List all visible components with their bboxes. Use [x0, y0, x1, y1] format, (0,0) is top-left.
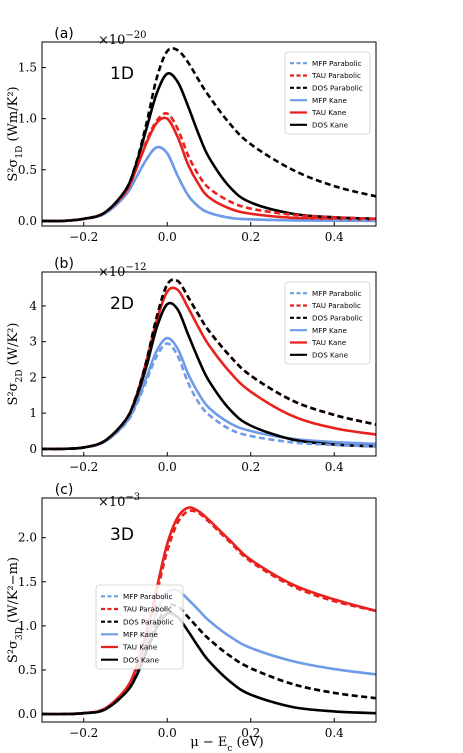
- series-group: [42, 46, 376, 223]
- x-axis-label: μ − Ec (eV): [190, 735, 264, 753]
- y-multiplier: ×10−3: [98, 492, 140, 510]
- axes-frame: [41, 497, 377, 723]
- series-group: [42, 506, 376, 716]
- y-axis-label: S²σ2D (W/K²): [6, 323, 25, 406]
- y-tick-label: 1.0: [18, 112, 37, 126]
- series-line-dos-parabolic: [42, 46, 376, 223]
- y-tick-label: 3: [29, 335, 37, 349]
- x-tick-label: 0.0: [158, 460, 177, 474]
- panel-1: −0.2 0.0 0.2 0.4 0.0 0.5 1.0 1.5 (a) ×10−20 1D S²σ1…: [6, 26, 377, 244]
- legend-entry: TAU Kane: [311, 108, 347, 117]
- legend-entry: MFP Parabolic: [312, 59, 362, 68]
- dimension-label: 1D: [110, 64, 134, 84]
- y-tick-label: 4: [29, 299, 37, 313]
- axes-frame: [41, 271, 377, 457]
- legend-entry: TAU Parabolic: [122, 605, 172, 614]
- x-tick-label: 0.0: [158, 230, 177, 244]
- panel-3: −0.2 0.0 0.2 0.4 0.0 0.5 1.0 1.5 2.0 (c) ×10−3 3D S²…: [6, 482, 377, 740]
- y-tick-label: 0.0: [18, 214, 37, 228]
- panel-2: −0.2 0.0 0.2 0.4 0 1 2 3 4 (b) ×10−12 2D S²σ2D (W/K²…: [6, 256, 377, 474]
- legend-entry: DOS Parabolic: [312, 313, 363, 322]
- series-line-dos-kane: [42, 611, 376, 716]
- legend-entry: TAU Parabolic: [311, 301, 361, 310]
- legend: MFP Parabolic TAU Parabolic DOS Parabolic M…: [284, 281, 371, 365]
- y-tick-label: 2: [29, 370, 37, 384]
- y-multiplier: ×10−12: [98, 262, 147, 280]
- legend-entry: DOS Kane: [312, 120, 349, 129]
- y-tick-label: 1.5: [18, 575, 37, 589]
- series-group: [42, 278, 376, 451]
- dimension-label: 2D: [110, 294, 134, 314]
- axes-frame: [41, 41, 377, 227]
- dimension-label: 3D: [110, 525, 134, 545]
- y-tick-label: 1.5: [18, 61, 37, 75]
- x-tick-label: 0.0: [158, 726, 177, 740]
- legend-entry: MFP Kane: [123, 630, 159, 639]
- legend-entry: MFP Kane: [312, 326, 348, 335]
- x-tick-label: 0.4: [325, 230, 344, 244]
- legend-entry: TAU Kane: [311, 338, 347, 347]
- y-axis-label: S²σ3D (W/K²−m): [6, 557, 25, 663]
- series-line-tau-kane: [42, 506, 376, 716]
- legend-entry: MFP Kane: [312, 96, 348, 105]
- legend-entry: TAU Kane: [122, 643, 158, 652]
- panel-label: (a): [54, 26, 74, 42]
- series-line-dos-parabolic: [42, 278, 376, 451]
- legend-entry: DOS Parabolic: [123, 617, 174, 626]
- y-tick-label: 2.0: [18, 531, 37, 545]
- legend-entry: MFP Parabolic: [123, 592, 173, 601]
- x-tick-label: 0.2: [241, 726, 260, 740]
- x-tick-label: 0.2: [241, 230, 260, 244]
- legend-entry: DOS Kane: [123, 655, 160, 664]
- y-multiplier: ×10−20: [98, 30, 147, 48]
- legend: MFP Parabolic TAU Parabolic DOS Parabolic M…: [284, 51, 371, 135]
- series-line-mfp-kane: [42, 588, 376, 716]
- legend-entry: DOS Parabolic: [312, 83, 363, 92]
- legend: MFP Parabolic TAU Parabolic DOS Parabolic M…: [95, 584, 184, 670]
- legend-entry: TAU Parabolic: [311, 71, 361, 80]
- x-tick-label: 0.2: [241, 460, 260, 474]
- y-tick-label: 0.5: [18, 163, 37, 177]
- x-tick-label: −0.2: [69, 460, 98, 474]
- x-tick-label: 0.4: [325, 726, 344, 740]
- x-tick-label: 0.4: [325, 460, 344, 474]
- series-line-tau-parabolic: [42, 509, 376, 716]
- panel-label: (b): [54, 256, 74, 272]
- y-tick-label: 0.5: [18, 663, 37, 677]
- y-tick-label: 1: [29, 406, 37, 420]
- y-tick-label: 1.0: [18, 619, 37, 633]
- y-tick-label: 0.0: [18, 707, 37, 721]
- x-tick-label: −0.2: [69, 726, 98, 740]
- y-tick-label: 0: [29, 442, 37, 456]
- y-axis-label: S²σ1D (Wm/K²): [6, 86, 25, 181]
- x-tick-label: −0.2: [69, 230, 98, 244]
- legend-entry: MFP Parabolic: [312, 289, 362, 298]
- legend-entry: DOS Kane: [312, 350, 349, 359]
- panel-label: (c): [55, 482, 74, 498]
